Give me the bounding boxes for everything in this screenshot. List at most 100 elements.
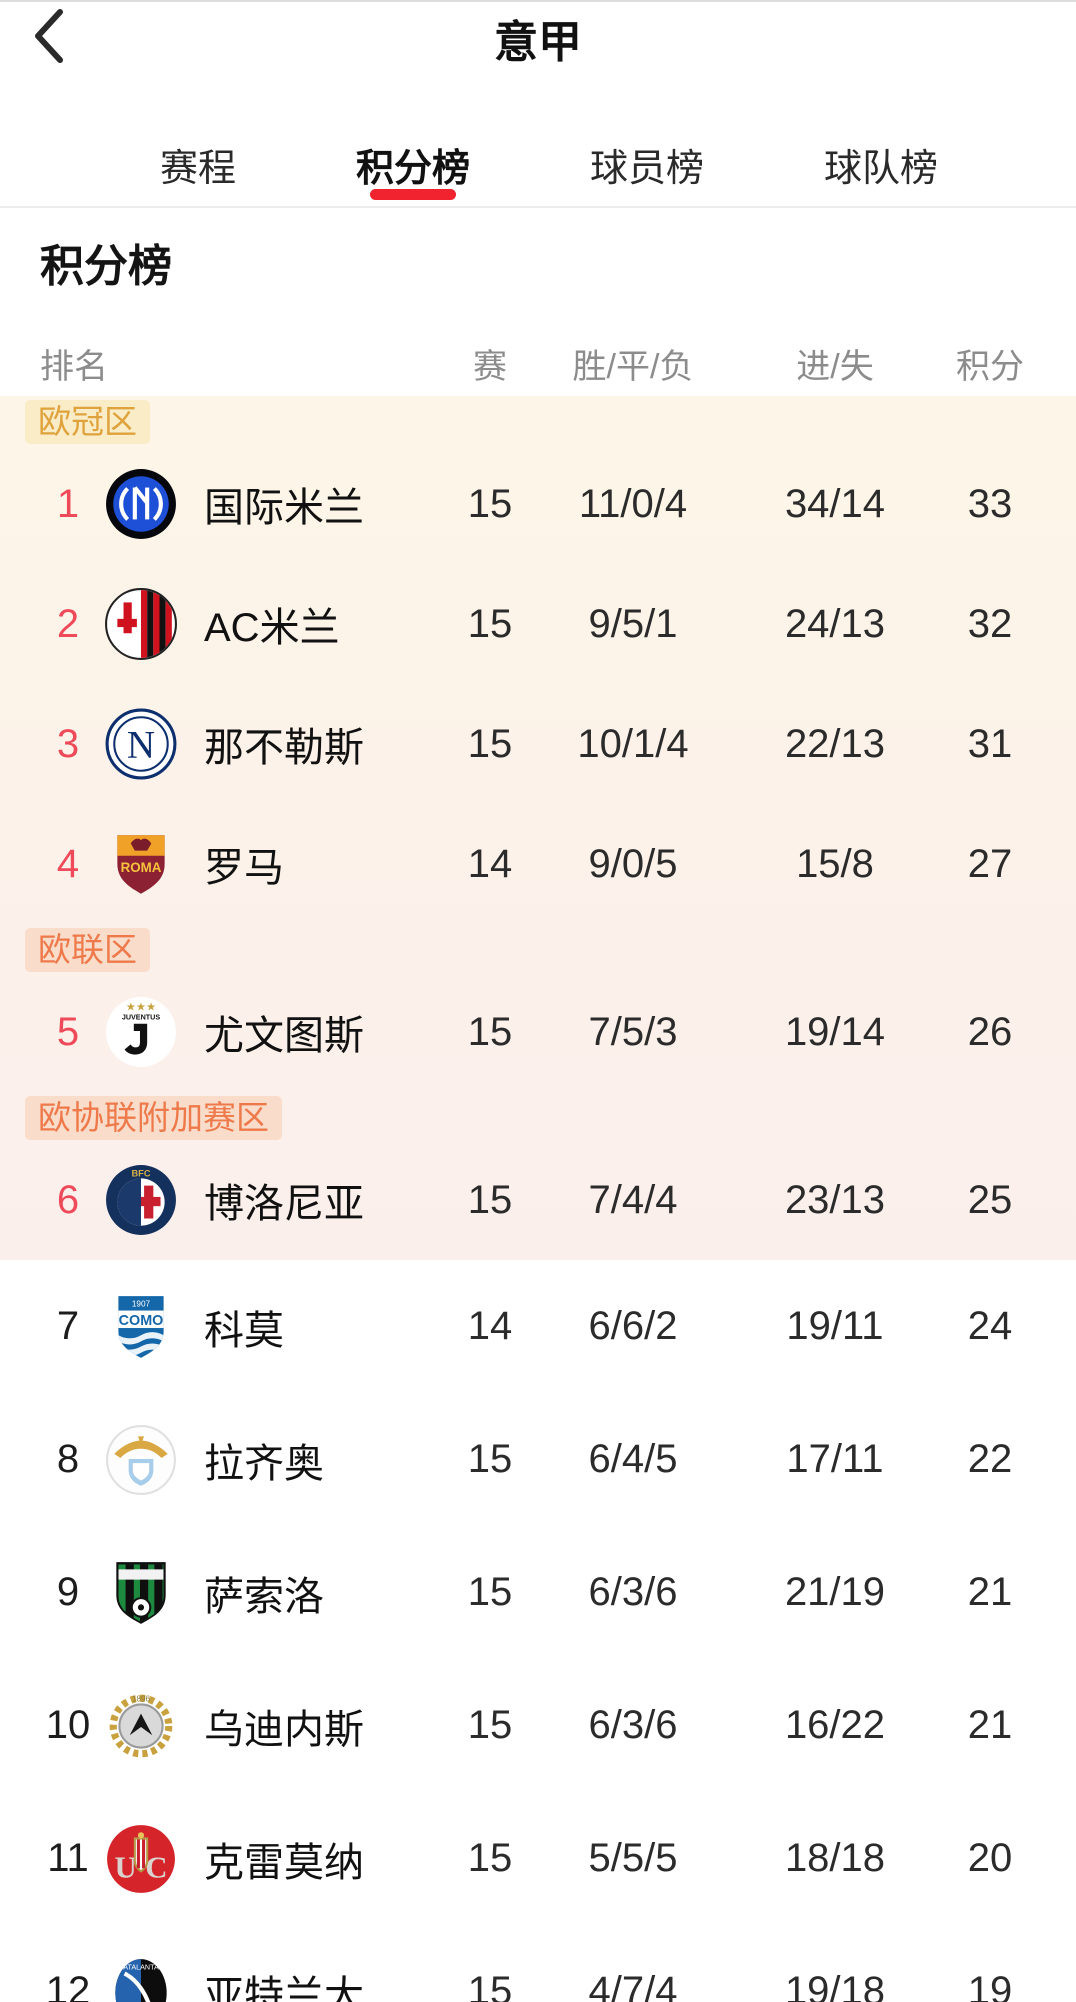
win-draw-loss: 9/5/1 [520, 602, 746, 647]
goals-for-against: 23/13 [746, 1178, 924, 1223]
table-row[interactable]: 9 萨索洛 15 6/3/6 21/19 21 [0, 1526, 1076, 1659]
goals-for-against: 22/13 [746, 722, 924, 767]
played: 15 [460, 1178, 520, 1223]
rank: 10 [40, 1703, 96, 1748]
back-chevron-icon [28, 7, 72, 70]
rank: 11 [40, 1836, 96, 1881]
logo-atalanta-icon: ATALANTA [104, 1955, 178, 2002]
points: 31 [924, 722, 1056, 767]
goals-for-against: 19/18 [746, 1969, 924, 2002]
logo-udinese-icon: 1896 [104, 1689, 178, 1763]
col-header-wdl: 胜/平/负 [520, 339, 746, 388]
table-row[interactable]: 6 BFC 博洛尼亚 15 7/4/4 23/13 25 [0, 1140, 1076, 1260]
tab-players[interactable]: 球员榜 [590, 122, 704, 206]
team-name: 博洛尼亚 [204, 1171, 364, 1229]
table-header-row: 排名 赛 胜/平/负 进/失 积分 [0, 338, 1076, 388]
team-name: 萨索洛 [204, 1564, 324, 1622]
svg-text:★★★: ★★★ [126, 1001, 156, 1013]
goals-for-against: 19/11 [746, 1304, 924, 1349]
table-row[interactable]: 10 1896 乌迪内斯 15 6/3/6 16/22 21 [0, 1659, 1076, 1792]
win-draw-loss: 6/3/6 [520, 1570, 746, 1615]
win-draw-loss: 4/7/4 [520, 1969, 746, 2002]
rank: 7 [40, 1304, 96, 1349]
win-draw-loss: 7/4/4 [520, 1178, 746, 1223]
table-row[interactable]: 4 ROMA 罗马 14 9/0/5 15/8 27 [0, 804, 1076, 924]
qualification-zone: 欧冠区 1 国际米兰 15 11/0/4 34/14 33 2 AC米兰 [0, 396, 1076, 1260]
points: 19 [924, 1969, 1056, 2002]
table-row[interactable]: 8 拉齐奥 15 6/4/5 17/11 22 [0, 1393, 1076, 1526]
logo-sassuolo-icon [104, 1556, 178, 1630]
table-row[interactable]: 12 ATALANTA 亚特兰大 15 4/7/4 19/18 19 [0, 1925, 1076, 2002]
points: 26 [924, 1010, 1056, 1055]
svg-text:N: N [127, 723, 155, 766]
team-name: AC米兰 [204, 595, 340, 653]
goals-for-against: 17/11 [746, 1437, 924, 1482]
team-name: 克雷莫纳 [204, 1830, 364, 1888]
rank: 2 [40, 602, 96, 647]
svg-text:C: C [145, 1850, 167, 1884]
table-row[interactable]: 5 ★★★JUVENTUS 尤文图斯 15 7/5/3 19/14 26 [0, 972, 1076, 1092]
section-title: 积分榜 [40, 242, 1076, 292]
win-draw-loss: 11/0/4 [520, 482, 746, 527]
played: 15 [460, 1703, 520, 1748]
rank: 9 [40, 1570, 96, 1615]
svg-text:1907: 1907 [132, 1299, 151, 1308]
points: 21 [924, 1570, 1056, 1615]
win-draw-loss: 10/1/4 [520, 722, 746, 767]
rank: 8 [40, 1437, 96, 1482]
goals-for-against: 34/14 [746, 482, 924, 527]
played: 15 [460, 482, 520, 527]
goals-for-against: 19/14 [746, 1010, 924, 1055]
svg-text:JUVENTUS: JUVENTUS [122, 1013, 161, 1022]
team-name: 那不勒斯 [204, 715, 364, 773]
table-row[interactable]: 1 国际米兰 15 11/0/4 34/14 33 [0, 444, 1076, 564]
logo-ac-milan-icon [104, 587, 178, 661]
played: 14 [460, 842, 520, 887]
team-name: 罗马 [204, 835, 284, 893]
svg-text:U: U [114, 1850, 136, 1884]
played: 15 [460, 602, 520, 647]
svg-text:1896: 1896 [132, 1694, 151, 1703]
rank: 1 [40, 482, 96, 527]
played: 15 [460, 1570, 520, 1615]
points: 22 [924, 1437, 1056, 1482]
svg-text:COMO: COMO [119, 1312, 164, 1328]
team-name: 尤文图斯 [204, 1003, 364, 1061]
win-draw-loss: 6/4/5 [520, 1437, 746, 1482]
points: 25 [924, 1178, 1056, 1223]
win-draw-loss: 6/6/2 [520, 1304, 746, 1349]
goals-for-against: 24/13 [746, 602, 924, 647]
win-draw-loss: 9/0/5 [520, 842, 746, 887]
logo-como-icon: 1907 COMO [104, 1290, 178, 1364]
back-button[interactable] [26, 10, 74, 66]
goals-for-against: 16/22 [746, 1703, 924, 1748]
tab-schedule[interactable]: 赛程 [160, 122, 236, 206]
points: 24 [924, 1304, 1056, 1349]
tab-teams[interactable]: 球队榜 [824, 122, 938, 206]
logo-bologna-icon: BFC [104, 1163, 178, 1237]
played: 15 [460, 1836, 520, 1881]
played: 15 [460, 1969, 520, 2002]
logo-napoli-icon: N [104, 707, 178, 781]
col-header-goals: 进/失 [746, 339, 924, 388]
tab-standings[interactable]: 积分榜 [356, 122, 470, 206]
col-header-rank: 排名 [40, 339, 460, 388]
svg-text:ROMA: ROMA [121, 860, 162, 875]
logo-juventus-icon: ★★★JUVENTUS [104, 995, 178, 1069]
rank: 4 [40, 842, 96, 887]
page-title: 意甲 [494, 6, 582, 70]
team-name: 亚特兰大 [204, 1963, 364, 2002]
rank: 12 [40, 1969, 96, 2002]
table-row[interactable]: 2 AC米兰 15 9/5/1 24/13 32 [0, 564, 1076, 684]
points: 27 [924, 842, 1056, 887]
win-draw-loss: 7/5/3 [520, 1010, 746, 1055]
rank: 5 [40, 1010, 96, 1055]
team-name: 科莫 [204, 1298, 284, 1356]
points: 21 [924, 1703, 1056, 1748]
svg-text:ATALANTA: ATALANTA [123, 1962, 159, 1971]
zone-label-europa-league: 欧联区 [25, 928, 150, 972]
table-row[interactable]: 3 N 那不勒斯 15 10/1/4 22/13 31 [0, 684, 1076, 804]
